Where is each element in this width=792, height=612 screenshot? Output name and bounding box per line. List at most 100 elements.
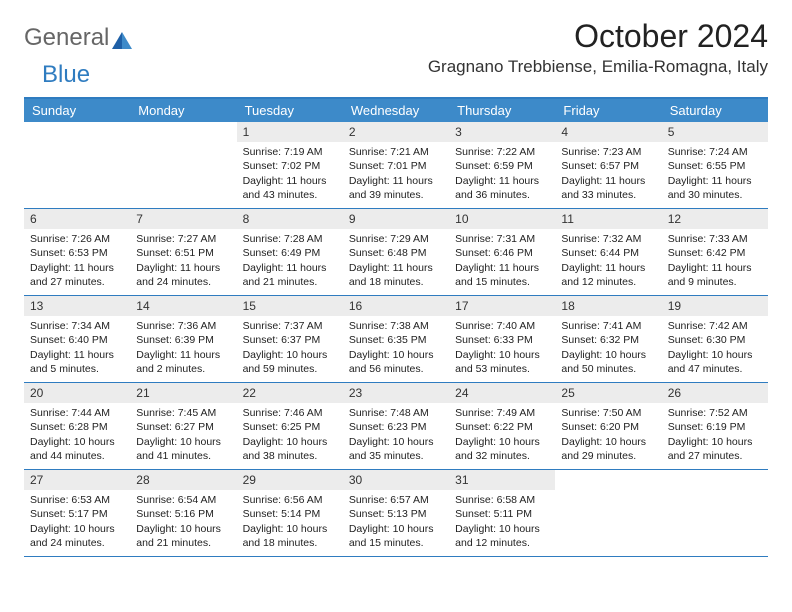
calendar-cell: 8Sunrise: 7:28 AMSunset: 6:49 PMDaylight… [237,209,343,295]
day-details: Sunrise: 6:57 AMSunset: 5:13 PMDaylight:… [343,490,449,554]
daylight-text: Daylight: 10 hours and 41 minutes. [136,435,230,463]
daylight-text: Daylight: 10 hours and 53 minutes. [455,348,549,376]
sunset-text: Sunset: 5:14 PM [243,507,337,521]
day-details: Sunrise: 7:42 AMSunset: 6:30 PMDaylight:… [662,316,768,380]
daylight-text: Daylight: 11 hours and 9 minutes. [668,261,762,289]
calendar-cell: 26Sunrise: 7:52 AMSunset: 6:19 PMDayligh… [662,383,768,469]
day-number: 15 [237,296,343,316]
day-number: 16 [343,296,449,316]
sunset-text: Sunset: 6:25 PM [243,420,337,434]
daylight-text: Daylight: 10 hours and 12 minutes. [455,522,549,550]
calendar-week: 6Sunrise: 7:26 AMSunset: 6:53 PMDaylight… [24,209,768,296]
daylight-text: Daylight: 11 hours and 36 minutes. [455,174,549,202]
day-number: 12 [662,209,768,229]
day-number: 4 [555,122,661,142]
daylight-text: Daylight: 10 hours and 29 minutes. [561,435,655,463]
sunrise-text: Sunrise: 7:23 AM [561,145,655,159]
sunset-text: Sunset: 7:01 PM [349,159,443,173]
daylight-text: Daylight: 11 hours and 12 minutes. [561,261,655,289]
sunrise-text: Sunrise: 7:52 AM [668,406,762,420]
calendar-cell-empty [130,122,236,208]
day-number: 8 [237,209,343,229]
day-details: Sunrise: 7:48 AMSunset: 6:23 PMDaylight:… [343,403,449,467]
sunset-text: Sunset: 6:23 PM [349,420,443,434]
day-number: 22 [237,383,343,403]
sunrise-text: Sunrise: 7:33 AM [668,232,762,246]
calendar-cell: 13Sunrise: 7:34 AMSunset: 6:40 PMDayligh… [24,296,130,382]
sunset-text: Sunset: 5:17 PM [30,507,124,521]
calendar-cell: 14Sunrise: 7:36 AMSunset: 6:39 PMDayligh… [130,296,236,382]
daylight-text: Daylight: 10 hours and 59 minutes. [243,348,337,376]
sunset-text: Sunset: 7:02 PM [243,159,337,173]
sunrise-text: Sunrise: 7:24 AM [668,145,762,159]
calendar-cell: 22Sunrise: 7:46 AMSunset: 6:25 PMDayligh… [237,383,343,469]
calendar-cell: 31Sunrise: 6:58 AMSunset: 5:11 PMDayligh… [449,470,555,556]
daylight-text: Daylight: 11 hours and 39 minutes. [349,174,443,202]
sunset-text: Sunset: 6:30 PM [668,333,762,347]
day-number: 17 [449,296,555,316]
day-number: 14 [130,296,236,316]
day-details: Sunrise: 7:46 AMSunset: 6:25 PMDaylight:… [237,403,343,467]
sunrise-text: Sunrise: 7:45 AM [136,406,230,420]
day-number: 19 [662,296,768,316]
daylight-text: Daylight: 11 hours and 24 minutes. [136,261,230,289]
day-header: Thursday [449,99,555,122]
day-details: Sunrise: 7:33 AMSunset: 6:42 PMDaylight:… [662,229,768,293]
day-header: Friday [555,99,661,122]
sunrise-text: Sunrise: 7:29 AM [349,232,443,246]
day-details: Sunrise: 7:52 AMSunset: 6:19 PMDaylight:… [662,403,768,467]
calendar-cell: 17Sunrise: 7:40 AMSunset: 6:33 PMDayligh… [449,296,555,382]
sunset-text: Sunset: 5:13 PM [349,507,443,521]
sunrise-text: Sunrise: 7:32 AM [561,232,655,246]
calendar-cell: 10Sunrise: 7:31 AMSunset: 6:46 PMDayligh… [449,209,555,295]
sunrise-text: Sunrise: 7:40 AM [455,319,549,333]
day-header-row: Sunday Monday Tuesday Wednesday Thursday… [24,99,768,122]
calendar-cell: 16Sunrise: 7:38 AMSunset: 6:35 PMDayligh… [343,296,449,382]
day-number: 24 [449,383,555,403]
sunrise-text: Sunrise: 7:41 AM [561,319,655,333]
daylight-text: Daylight: 10 hours and 47 minutes. [668,348,762,376]
calendar-cell-empty [24,122,130,208]
sunrise-text: Sunrise: 7:37 AM [243,319,337,333]
sunrise-text: Sunrise: 7:38 AM [349,319,443,333]
day-details: Sunrise: 7:32 AMSunset: 6:44 PMDaylight:… [555,229,661,293]
sunrise-text: Sunrise: 7:44 AM [30,406,124,420]
sunset-text: Sunset: 6:48 PM [349,246,443,260]
day-number: 18 [555,296,661,316]
sunrise-text: Sunrise: 7:31 AM [455,232,549,246]
calendar-week: 27Sunrise: 6:53 AMSunset: 5:17 PMDayligh… [24,470,768,557]
day-number: 28 [130,470,236,490]
day-details: Sunrise: 7:50 AMSunset: 6:20 PMDaylight:… [555,403,661,467]
day-details: Sunrise: 6:56 AMSunset: 5:14 PMDaylight:… [237,490,343,554]
day-details: Sunrise: 7:49 AMSunset: 6:22 PMDaylight:… [449,403,555,467]
day-header: Wednesday [343,99,449,122]
day-number: 2 [343,122,449,142]
month-title: October 2024 [428,18,768,55]
sunset-text: Sunset: 6:55 PM [668,159,762,173]
calendar-cell: 15Sunrise: 7:37 AMSunset: 6:37 PMDayligh… [237,296,343,382]
sunset-text: Sunset: 6:19 PM [668,420,762,434]
calendar-cell: 29Sunrise: 6:56 AMSunset: 5:14 PMDayligh… [237,470,343,556]
sunrise-text: Sunrise: 6:54 AM [136,493,230,507]
calendar-cell: 3Sunrise: 7:22 AMSunset: 6:59 PMDaylight… [449,122,555,208]
sunset-text: Sunset: 6:27 PM [136,420,230,434]
day-number: 30 [343,470,449,490]
day-number: 5 [662,122,768,142]
day-number: 13 [24,296,130,316]
day-header: Monday [130,99,236,122]
calendar-cell: 6Sunrise: 7:26 AMSunset: 6:53 PMDaylight… [24,209,130,295]
day-details: Sunrise: 7:28 AMSunset: 6:49 PMDaylight:… [237,229,343,293]
calendar-week: 1Sunrise: 7:19 AMSunset: 7:02 PMDaylight… [24,122,768,209]
daylight-text: Daylight: 10 hours and 27 minutes. [668,435,762,463]
calendar-week: 13Sunrise: 7:34 AMSunset: 6:40 PMDayligh… [24,296,768,383]
calendar-cell: 27Sunrise: 6:53 AMSunset: 5:17 PMDayligh… [24,470,130,556]
day-number: 25 [555,383,661,403]
calendar-cell: 23Sunrise: 7:48 AMSunset: 6:23 PMDayligh… [343,383,449,469]
day-details: Sunrise: 7:38 AMSunset: 6:35 PMDaylight:… [343,316,449,380]
calendar-cell: 1Sunrise: 7:19 AMSunset: 7:02 PMDaylight… [237,122,343,208]
daylight-text: Daylight: 10 hours and 24 minutes. [30,522,124,550]
day-details: Sunrise: 6:53 AMSunset: 5:17 PMDaylight:… [24,490,130,554]
day-number: 29 [237,470,343,490]
sunset-text: Sunset: 6:28 PM [30,420,124,434]
sunset-text: Sunset: 6:46 PM [455,246,549,260]
